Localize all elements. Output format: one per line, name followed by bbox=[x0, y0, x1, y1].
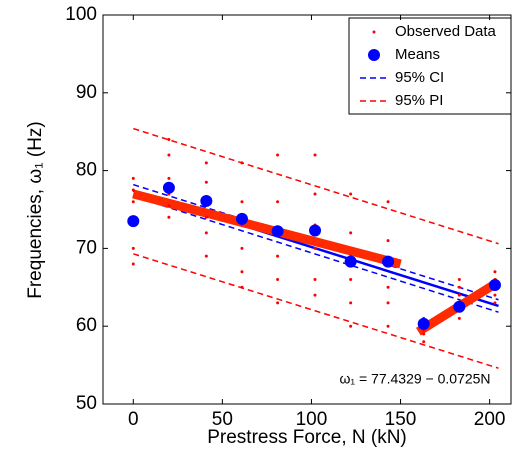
observed-point bbox=[349, 231, 353, 235]
mean-marker bbox=[235, 212, 248, 225]
observed-point bbox=[313, 278, 317, 282]
observed-point bbox=[386, 301, 390, 305]
observed-point bbox=[493, 270, 497, 274]
observed-point bbox=[240, 246, 244, 250]
observed-point bbox=[131, 176, 135, 180]
legend: Observed Data Means 95% CI 95% PI bbox=[348, 17, 512, 115]
y-axis-label: Frequencies, ω₁ (Hz) bbox=[25, 121, 46, 299]
observed-point bbox=[313, 293, 317, 297]
mean-marker bbox=[271, 225, 284, 238]
axes-box bbox=[102, 14, 512, 405]
interval-line bbox=[133, 127, 499, 245]
x-tick-label: 200 bbox=[474, 409, 506, 430]
legend-label: 95% CI bbox=[395, 69, 444, 86]
x-axis-label: Prestress Force, N (kN) bbox=[207, 427, 407, 448]
interval-line bbox=[133, 253, 499, 369]
y-tick-label: 90 bbox=[76, 82, 97, 103]
observed-point bbox=[349, 301, 353, 305]
observed-point bbox=[240, 200, 244, 204]
observed-point bbox=[131, 262, 135, 266]
mean-marker bbox=[488, 278, 501, 291]
observed-point bbox=[240, 285, 244, 289]
interval-line bbox=[133, 195, 499, 313]
observed-point bbox=[131, 188, 135, 192]
observed-point bbox=[240, 161, 244, 165]
observed-point bbox=[313, 153, 317, 157]
observed-point bbox=[131, 246, 135, 250]
y-tick-label: 60 bbox=[76, 315, 97, 336]
y-tick-label: 80 bbox=[76, 160, 97, 181]
legend-symbol bbox=[372, 30, 376, 34]
observed-point bbox=[204, 161, 208, 165]
observed-point bbox=[422, 340, 426, 344]
observed-point bbox=[167, 176, 171, 180]
observed-point bbox=[204, 254, 208, 258]
observed-point bbox=[167, 137, 171, 141]
observed-point bbox=[457, 293, 461, 297]
observed-point bbox=[204, 180, 208, 184]
observed-point bbox=[422, 332, 426, 336]
mean-marker bbox=[309, 224, 322, 237]
observed-point bbox=[276, 278, 280, 282]
observed-point bbox=[386, 285, 390, 289]
observed-point bbox=[349, 278, 353, 282]
observed-point bbox=[167, 215, 171, 219]
observed-point bbox=[313, 246, 317, 250]
x-tick-label: 50 bbox=[212, 409, 233, 430]
observed-point bbox=[313, 192, 317, 196]
observed-point bbox=[131, 200, 135, 204]
observed-point bbox=[457, 316, 461, 320]
legend-symbol bbox=[368, 49, 380, 61]
observed-point bbox=[276, 153, 280, 157]
observed-point bbox=[276, 200, 280, 204]
observed-point bbox=[204, 215, 208, 219]
mean-marker bbox=[127, 215, 140, 228]
observed-point bbox=[493, 293, 497, 297]
fit-line bbox=[132, 189, 402, 269]
observed-point bbox=[276, 254, 280, 258]
x-tick-label: 0 bbox=[128, 409, 139, 430]
y-tick-label: 70 bbox=[76, 237, 97, 258]
mean-marker bbox=[344, 255, 357, 268]
y-tick-label: 100 bbox=[65, 4, 97, 25]
observed-point bbox=[386, 324, 390, 328]
x-tick-label: 100 bbox=[296, 409, 328, 430]
observed-point bbox=[276, 301, 280, 305]
observed-point bbox=[386, 200, 390, 204]
legend-label: Observed Data bbox=[395, 23, 497, 40]
legend-label: 95% PI bbox=[395, 92, 443, 109]
mean-marker bbox=[382, 255, 395, 268]
observed-point bbox=[204, 231, 208, 235]
legend-box bbox=[348, 17, 512, 115]
observed-point bbox=[457, 278, 461, 282]
mean-marker bbox=[200, 194, 213, 207]
observed-point bbox=[457, 285, 461, 289]
mean-marker bbox=[453, 300, 466, 313]
observed-point bbox=[349, 192, 353, 196]
observed-point bbox=[167, 153, 171, 157]
plot bbox=[127, 127, 501, 369]
legend-label: Means bbox=[395, 46, 440, 63]
mean-marker bbox=[417, 317, 430, 330]
annotation: ω₁ = 77.4329 − 0.0725N bbox=[339, 371, 490, 387]
observed-point bbox=[240, 270, 244, 274]
y-tick-label: 50 bbox=[76, 393, 97, 414]
observed-point bbox=[493, 301, 497, 305]
observed-point bbox=[386, 239, 390, 243]
mean-marker bbox=[162, 181, 175, 194]
observed-point bbox=[349, 324, 353, 328]
x-tick-label: 150 bbox=[385, 409, 417, 430]
observed-point bbox=[167, 204, 171, 208]
